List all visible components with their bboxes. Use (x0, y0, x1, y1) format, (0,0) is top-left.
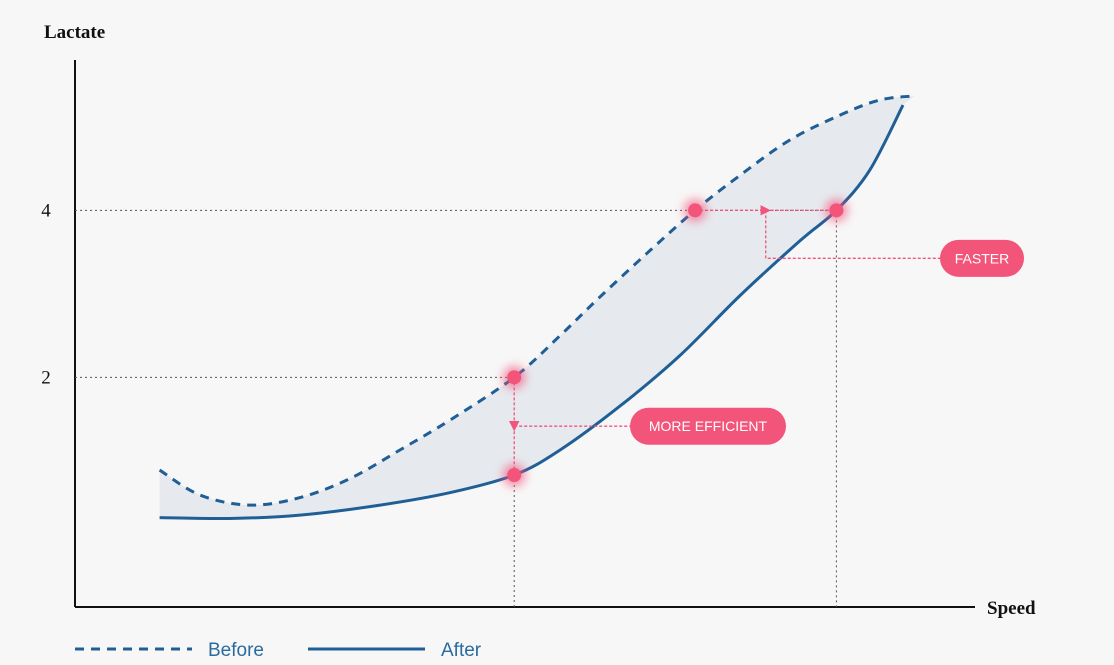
annotation-label: FASTER (955, 250, 1009, 266)
highlight-point (829, 203, 844, 218)
y-tick-label: 2 (41, 367, 51, 388)
annotation: MORE EFFICIENT (509, 377, 786, 476)
series-line (158, 94, 915, 507)
highlight-point (688, 203, 703, 218)
annotation-pill (630, 407, 786, 445)
annotation-label: MORE EFFICIENT (649, 418, 768, 434)
y-axis-label: Lactate (44, 22, 105, 43)
annotation: FASTER (695, 205, 1024, 277)
connector (765, 210, 940, 259)
y-tick-label: 4 (41, 200, 51, 221)
highlight-point (507, 370, 522, 385)
highlight-point (507, 468, 522, 483)
x-axis-label: Speed (987, 598, 1036, 619)
legend-label: After (441, 640, 482, 661)
annotation-pill (940, 239, 1024, 277)
legend-label: Before (208, 640, 264, 661)
band (159, 95, 915, 519)
